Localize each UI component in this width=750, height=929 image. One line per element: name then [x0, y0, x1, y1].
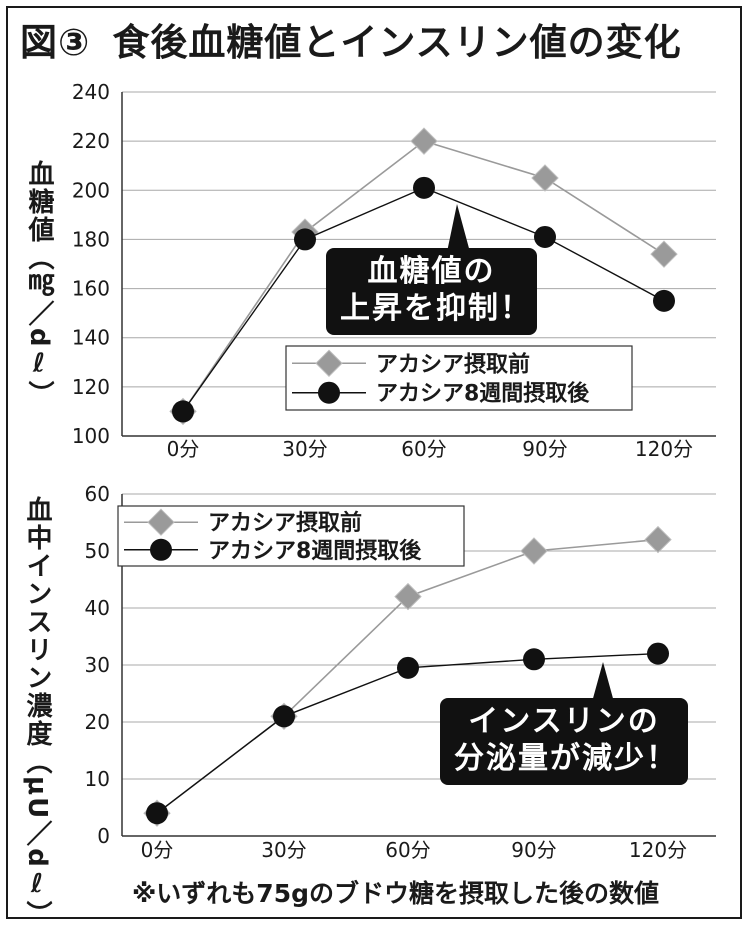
chart2-xtick-label: 0分 [141, 838, 174, 862]
chart1-ytick-label: 240 [72, 80, 110, 104]
chart1-series-after-point [172, 400, 194, 422]
chart1-ytick-label: 200 [72, 178, 110, 202]
chart1-legend-marker [318, 382, 340, 404]
chart2-series-after-point [397, 657, 419, 679]
chart1-ytick-label: 120 [72, 375, 110, 399]
chart2-annotation-line2: 分泌量が減少！ [454, 741, 674, 778]
chart1-xtick-label: 0分 [167, 437, 200, 461]
chart2-xtick-label: 120分 [629, 838, 687, 862]
chart1-xtick-label: 30分 [282, 437, 327, 461]
chart2-series-after-point [523, 648, 545, 670]
chart1-ytick-label: 180 [72, 227, 110, 251]
chart1-series-after-point [294, 228, 316, 250]
footnote: ※いずれも75gのブドウ糖を摂取した後の数値 [132, 874, 659, 910]
chart2-series-after-point [146, 802, 168, 824]
chart2-legend-label: アカシア8週間摂取後 [208, 538, 422, 564]
chart1-annotation-pointer [447, 204, 470, 252]
chart2-series-before-point [645, 527, 671, 553]
chart2-ytick-label: 50 [85, 539, 110, 563]
chart2-series-before-point [521, 538, 547, 564]
chart1-xtick-label: 60分 [401, 437, 446, 461]
chart2-xtick-label: 30分 [261, 838, 306, 862]
chart1-series-after-point [413, 177, 435, 199]
chart1-ytick-label: 100 [72, 424, 110, 448]
chart2-xtick-label: 90分 [511, 838, 556, 862]
chart1-ytick-label: 160 [72, 277, 110, 301]
chart2-xtick-label: 60分 [385, 838, 430, 862]
chart2-legend-label: アカシア摂取前 [208, 510, 362, 536]
chart2-annotation-pointer [592, 662, 614, 702]
chart1-series-before-point [651, 241, 677, 267]
chart1-legend-label: アカシア摂取前 [376, 351, 530, 377]
chart1-series-before-point [532, 165, 558, 191]
chart2-series-after-point [273, 705, 295, 727]
chart1-ytick-label: 140 [72, 326, 110, 350]
chart1-xtick-label: 120分 [635, 437, 693, 461]
chart2-legend-marker [150, 539, 172, 561]
chart2-ytick-label: 20 [85, 710, 110, 734]
chart1-series-after-point [653, 290, 675, 312]
chart1-legend-label: アカシア8週間摂取後 [376, 381, 590, 407]
chart2-ytick-label: 30 [85, 653, 110, 677]
chart2-ytick-label: 40 [85, 596, 110, 620]
chart2-ytick-label: 0 [97, 824, 110, 848]
chart2-annotation: インスリンの 分泌量が減少！ [440, 698, 688, 785]
chart1-series-before-point [411, 128, 437, 154]
chart1-series-after-point [534, 226, 556, 248]
chart2-ytick-label: 60 [85, 482, 110, 506]
chart1-ytick-label: 220 [72, 129, 110, 153]
chart1-xtick-label: 90分 [522, 437, 567, 461]
chart2-series-after-point [647, 643, 669, 665]
chart2-ytick-label: 10 [85, 767, 110, 791]
chart2-annotation-line1: インスリンの [454, 704, 674, 741]
chart1-annotation: 血糖値の 上昇を抑制！ [326, 248, 537, 335]
chart1-annotation-line1: 血糖値の [340, 254, 523, 291]
chart1-annotation-line2: 上昇を抑制！ [340, 291, 523, 328]
